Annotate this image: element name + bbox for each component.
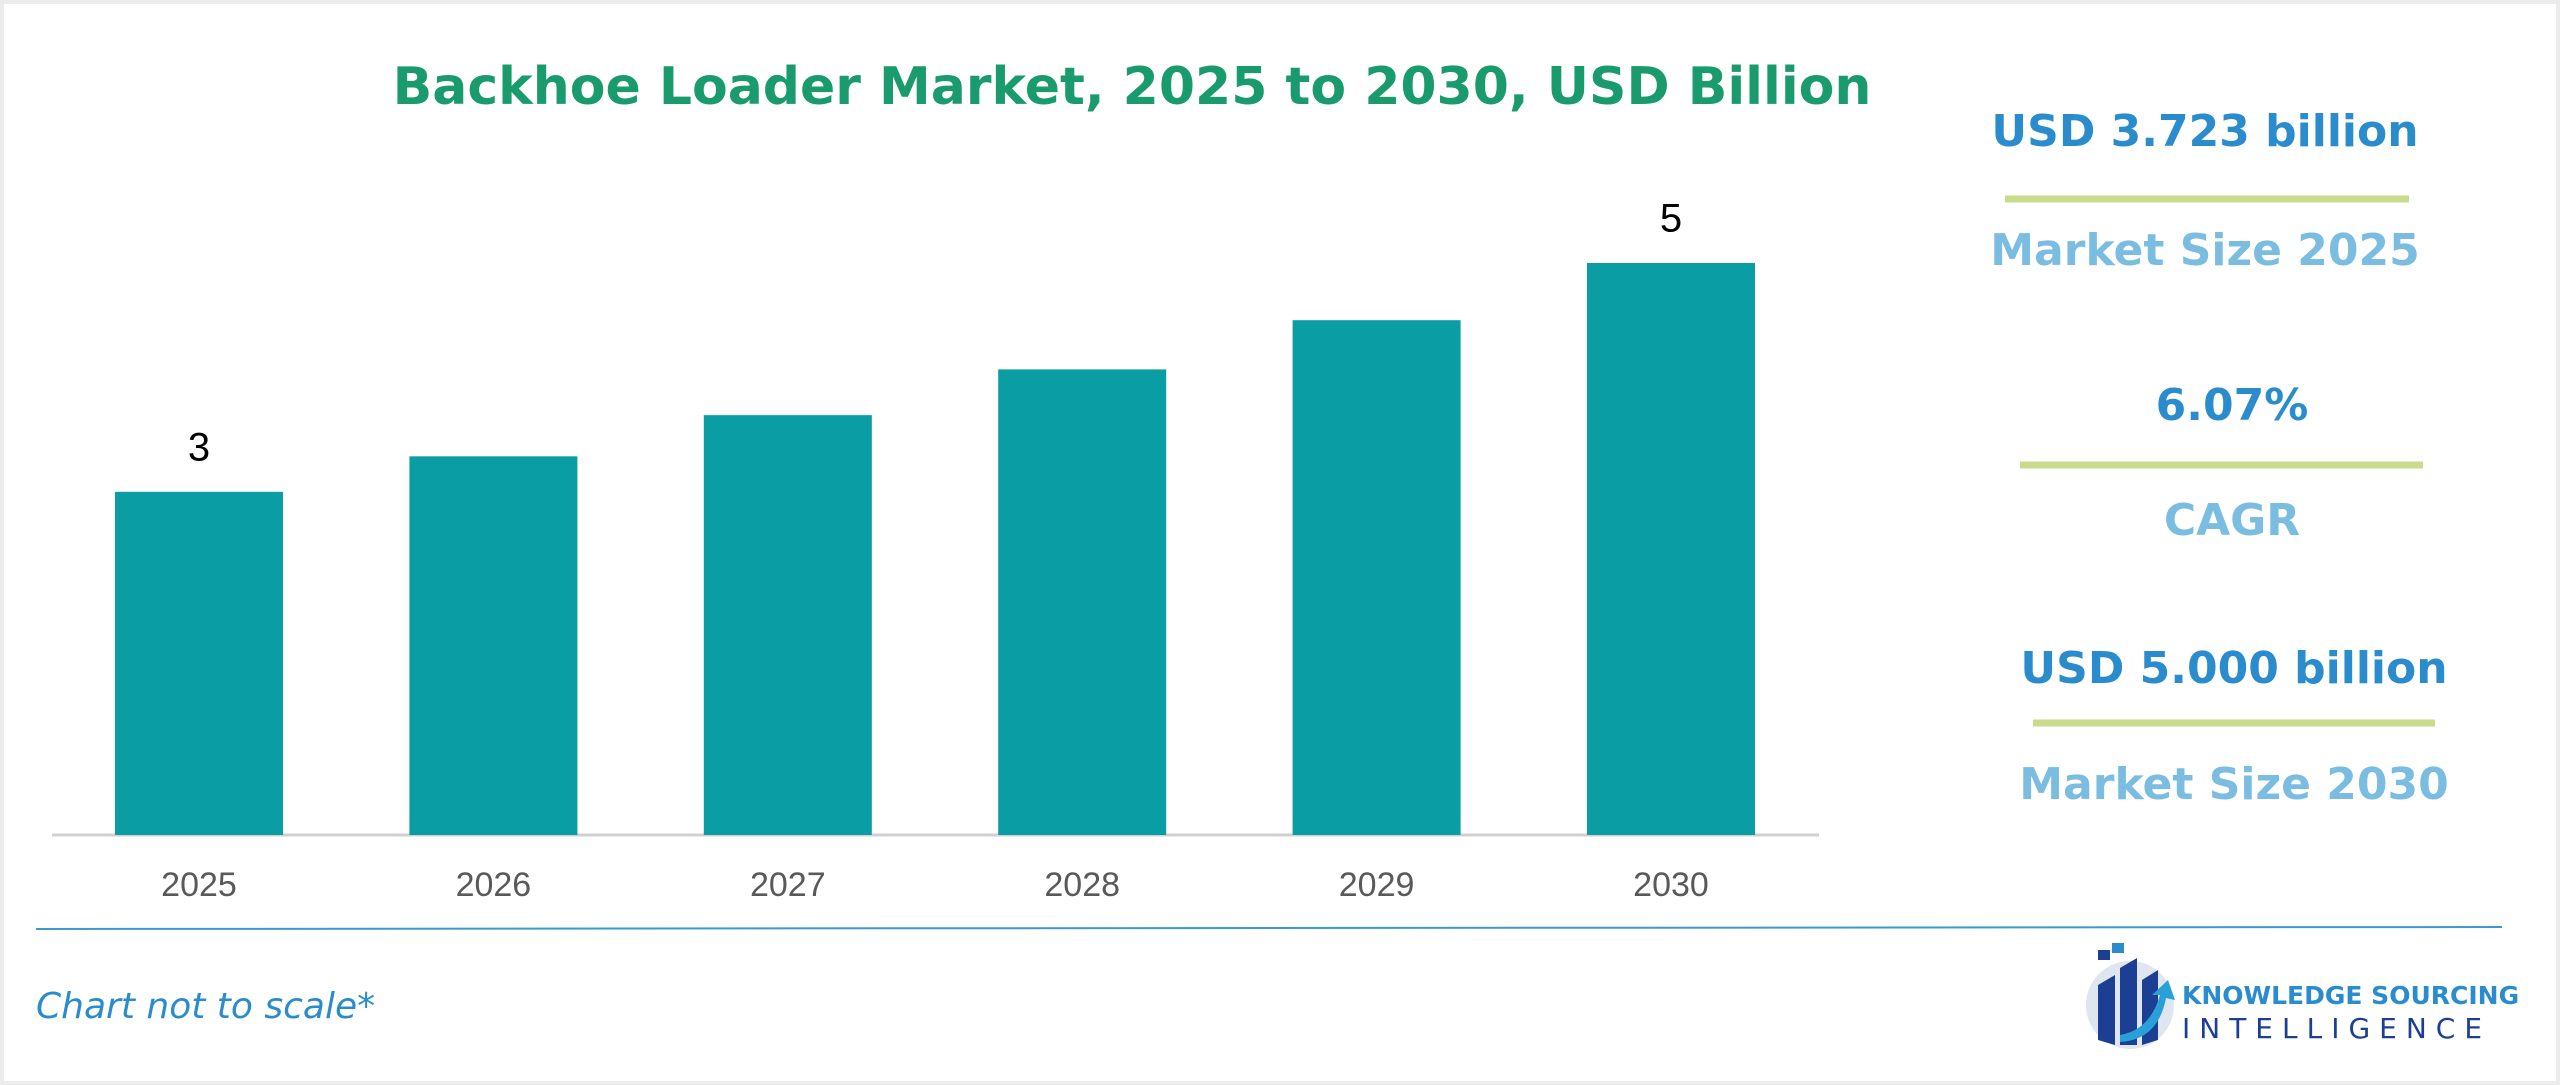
- logo: KNOWLEDGE SOURCING INTELLIGENCE: [2086, 943, 2519, 1049]
- logo-arrow: [2120, 980, 2175, 1042]
- bar: [1292, 320, 1461, 835]
- x-tick-label: 2027: [750, 866, 826, 904]
- stat-value: USD 5.000 billion: [2020, 643, 2447, 694]
- logo-block: [2098, 950, 2110, 960]
- footer-note: Chart not to scale*: [36, 986, 375, 1027]
- logo-block: [2112, 943, 2124, 953]
- bar: [1587, 263, 1755, 835]
- bar: [998, 369, 1167, 835]
- stat-value: USD 3.723 billion: [1991, 106, 2418, 157]
- bar: [703, 415, 872, 835]
- stat-value: 6.07%: [2156, 380, 2309, 431]
- x-tick-label: 2026: [456, 866, 532, 904]
- logo-text: KNOWLEDGE SOURCING: [2182, 981, 2519, 1010]
- bar: [115, 491, 283, 835]
- separator: [35, 926, 2503, 930]
- stat-label: Market Size 2025: [1990, 225, 2419, 276]
- logo-mark: [2098, 958, 2158, 1045]
- chart-title: Backhoe Loader Market, 2025 to 2030, USD…: [393, 57, 1872, 117]
- x-tick-label: 2025: [161, 866, 237, 904]
- stat-label: Market Size 2030: [2019, 759, 2448, 810]
- logo-text: INTELLIGENCE: [2182, 1012, 2491, 1045]
- value-label: 5: [1660, 197, 1682, 241]
- bar: [409, 456, 578, 835]
- x-tick-label: 2028: [1044, 866, 1120, 904]
- x-tick-label: 2029: [1339, 866, 1415, 904]
- x-tick-label: 2030: [1633, 866, 1709, 904]
- value-label: 3: [188, 425, 210, 469]
- stat-label: CAGR: [2164, 495, 2300, 546]
